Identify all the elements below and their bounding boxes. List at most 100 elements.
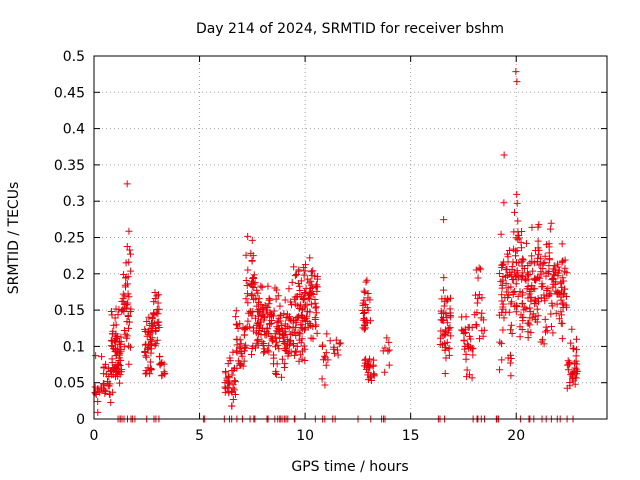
data-point: [125, 227, 133, 235]
data-point: [247, 249, 255, 257]
data-point: [254, 320, 262, 328]
data-point: [563, 303, 571, 311]
data-point: [312, 309, 320, 317]
data-point: [280, 310, 288, 318]
data-point: [141, 325, 149, 333]
data-point: [507, 321, 515, 329]
data-point: [312, 303, 320, 311]
data-point: [258, 283, 266, 291]
data-point: [383, 334, 391, 342]
data-point: [512, 68, 520, 76]
data-point: [559, 277, 567, 285]
data-point: [537, 270, 545, 278]
data-point: [148, 322, 156, 330]
data-point: [505, 247, 513, 255]
data-point: [332, 336, 340, 344]
data-point: [548, 276, 556, 284]
data-point: [476, 335, 484, 343]
data-point: [242, 295, 250, 303]
x-tick-label: 20: [507, 428, 525, 444]
data-point: [524, 261, 532, 269]
y-tick-label: 0.25: [54, 231, 85, 247]
data-point: [111, 348, 119, 356]
data-point: [553, 300, 561, 308]
data-point: [297, 277, 305, 285]
data-point: [499, 303, 507, 311]
data-point: [359, 316, 367, 324]
data-point: [513, 78, 521, 86]
data-point: [497, 230, 505, 238]
data-point: [272, 295, 280, 303]
data-point: [260, 345, 268, 353]
data-point: [246, 307, 254, 315]
data-point: [295, 312, 303, 320]
data-point: [226, 354, 234, 362]
data-point: [102, 388, 110, 396]
data-point: [514, 217, 522, 225]
data-point: [248, 236, 256, 244]
data-point: [541, 252, 549, 260]
data-point: [270, 351, 278, 359]
data-point: [534, 295, 542, 303]
data-point: [145, 313, 153, 321]
data-point: [294, 314, 302, 322]
data-point: [550, 262, 558, 270]
data-point: [244, 266, 252, 274]
data-point: [301, 289, 309, 297]
data-point: [510, 228, 518, 236]
data-point: [547, 219, 555, 227]
data-point: [119, 294, 127, 302]
data-point: [278, 355, 286, 363]
data-point: [540, 291, 548, 299]
data-point: [111, 336, 119, 344]
data-point: [126, 250, 134, 258]
data-point: [558, 240, 566, 248]
data-point: [536, 274, 544, 282]
data-point: [567, 339, 575, 347]
data-point: [248, 257, 256, 265]
data-point: [301, 261, 309, 269]
data-point: [461, 325, 469, 333]
data-point: [228, 402, 236, 410]
data-point: [272, 333, 280, 341]
data-point: [464, 323, 472, 331]
data-point: [331, 349, 339, 357]
data-point: [242, 276, 250, 284]
data-point: [254, 330, 262, 338]
data-point: [561, 264, 569, 272]
data-point: [160, 360, 168, 368]
data-point: [279, 331, 287, 339]
data-point: [507, 372, 515, 380]
data-point: [267, 320, 275, 328]
data-point: [568, 325, 576, 333]
data-point: [524, 283, 532, 291]
data-point: [555, 315, 563, 323]
data-point: [496, 338, 504, 346]
data-point: [298, 293, 306, 301]
data-point: [545, 255, 553, 263]
data-point: [253, 319, 261, 327]
data-point: [361, 356, 369, 364]
data-point: [366, 355, 374, 363]
data-point: [507, 355, 515, 363]
data-point: [473, 299, 481, 307]
data-point: [557, 319, 565, 327]
data-point: [113, 334, 121, 342]
data-point: [278, 321, 286, 329]
data-point: [554, 263, 562, 271]
data-point: [256, 323, 264, 331]
data-point: [508, 330, 516, 338]
data-point: [118, 298, 126, 306]
data-point: [94, 387, 102, 395]
data-point: [300, 342, 308, 350]
data-point: [117, 368, 125, 376]
data-point: [525, 290, 533, 298]
data-point: [557, 308, 565, 316]
data-point: [225, 389, 233, 397]
data-point: [262, 331, 270, 339]
data-point: [529, 310, 537, 318]
data-point: [274, 341, 282, 349]
data-point: [541, 315, 549, 323]
data-point: [477, 265, 485, 273]
data-point: [107, 308, 115, 316]
